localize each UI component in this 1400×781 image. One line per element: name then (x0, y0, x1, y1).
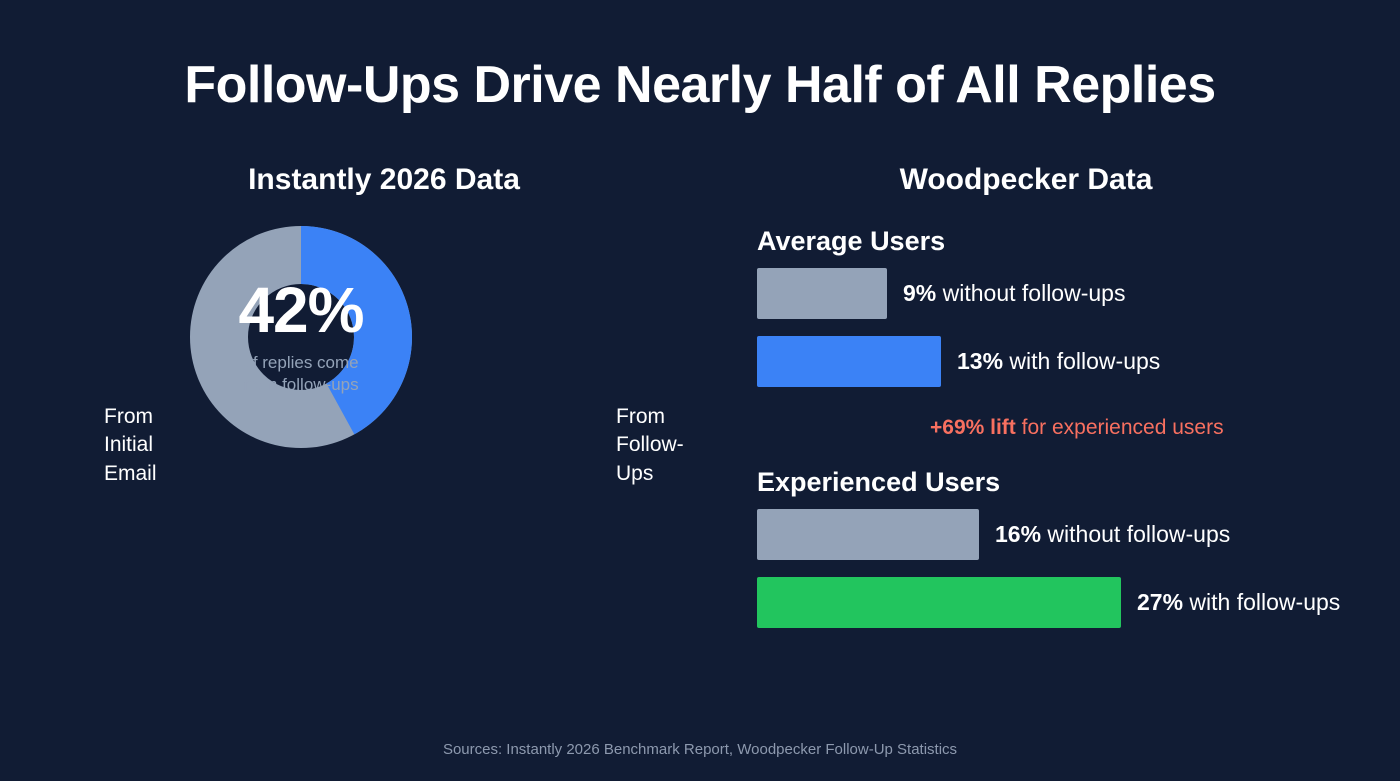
bar-pct-experienced-with: 27% (1137, 589, 1184, 615)
bar-label-experienced-without: 16% without follow-ups (995, 521, 1230, 548)
donut-label-initial-line3: Email (104, 461, 157, 485)
bar-label-experienced-with: 27% with follow-ups (1137, 589, 1340, 616)
donut-center-subtitle: of replies come from follow-ups (243, 352, 358, 396)
page-title: Follow-Ups Drive Nearly Half of All Repl… (184, 56, 1216, 114)
group-title-experienced-users: Experienced Users (757, 467, 1001, 497)
donut-subtitle-line1: of replies come (243, 353, 359, 373)
bar-text-average-with: with follow-ups (1003, 348, 1161, 374)
bar-text-experienced-without: without follow-ups (1041, 521, 1231, 547)
donut-label-followups-line1: From (616, 405, 665, 428)
donut-chart: 42% of replies come from follow-ups (190, 226, 412, 448)
bar-row-average-with: 13% with follow-ups (757, 336, 1160, 387)
donut-label-initial-email: From Initial Email (104, 403, 184, 488)
donut-label-followups-line3: Ups (616, 461, 654, 485)
bar-average-with (757, 336, 941, 387)
donut-slice-follow-ups (190, 226, 412, 448)
bar-text-experienced-with: with follow-ups (1183, 589, 1341, 615)
left-panel-heading: Instantly 2026 Data (248, 163, 520, 196)
bar-row-experienced-without: 16% without follow-ups (757, 509, 1230, 560)
group-title-average-users: Average Users (757, 226, 946, 256)
bar-experienced-with (757, 577, 1121, 628)
donut-subtitle-line2: from follow-ups (243, 375, 359, 394)
donut-center-value: 42% (238, 274, 364, 347)
bar-pct-experienced-without: 16% (995, 521, 1042, 547)
donut-chart-svg (190, 226, 412, 448)
donut-center-content: 42% of replies come from follow-ups (190, 226, 412, 448)
bar-row-average-without: 9% without follow-ups (757, 268, 1125, 319)
bar-pct-average-with: 13% (957, 348, 1004, 374)
lift-callout: +69% lift for experienced users (930, 416, 1224, 440)
donut-label-follow-ups: From Follow- Ups (616, 403, 716, 488)
sources-footer: Sources: Instantly 2026 Benchmark Report… (442, 741, 958, 758)
donut-label-initial-line2: Initial (104, 433, 154, 457)
donut-label-initial-line1: From (104, 405, 153, 428)
bar-experienced-without (757, 509, 979, 560)
lift-value: +69% lift (930, 416, 1016, 439)
right-panel-heading: Woodpecker Data (899, 163, 1153, 196)
lift-text: for experienced users (1015, 416, 1224, 439)
bar-label-average-without: 9% without follow-ups (903, 280, 1125, 307)
bar-text-average-without: without follow-ups (936, 280, 1126, 306)
bar-pct-average-without: 9% (903, 280, 937, 306)
bar-average-without (757, 268, 887, 319)
donut-label-followups-line2: Follow- (616, 433, 684, 457)
bar-row-experienced-with: 27% with follow-ups (757, 577, 1340, 628)
bar-label-average-with: 13% with follow-ups (957, 348, 1160, 375)
